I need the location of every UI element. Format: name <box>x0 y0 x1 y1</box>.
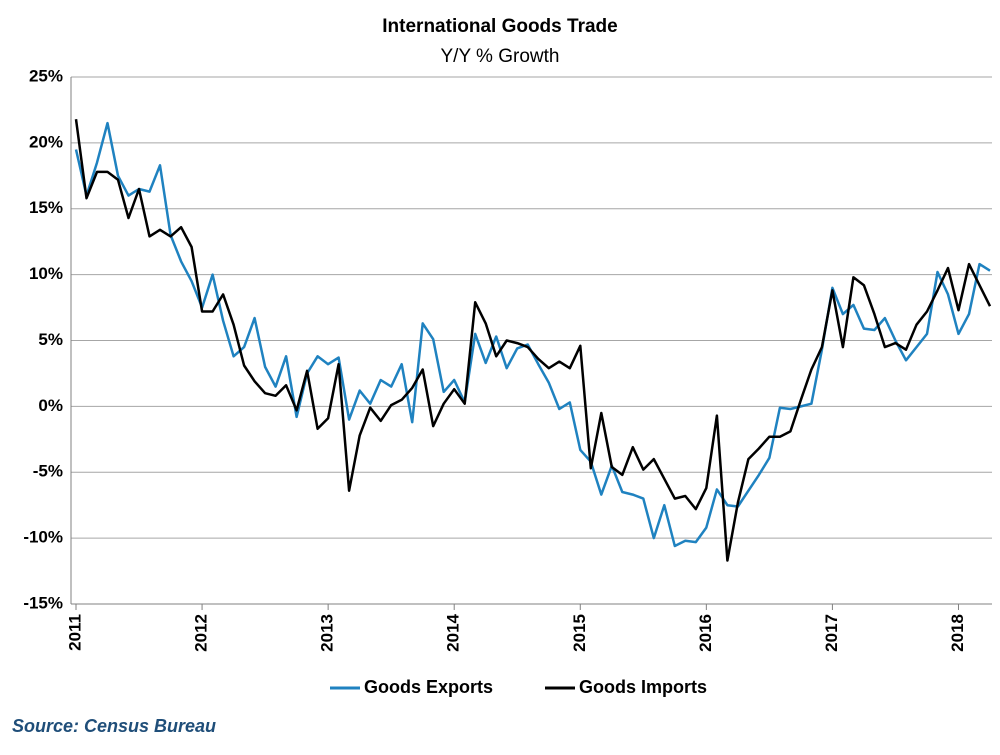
y-tick-label: 20% <box>29 132 63 151</box>
x-tick-label: 2018 <box>948 614 967 652</box>
source-note: Source: Census Bureau <box>12 716 216 736</box>
x-tick-label: 2015 <box>570 614 589 652</box>
y-tick-label: 15% <box>29 198 63 217</box>
y-tick-label: 10% <box>29 264 63 283</box>
x-tick-label: 2017 <box>822 614 841 652</box>
chart-subtitle: Y/Y % Growth <box>441 46 560 67</box>
x-tick-label: 2012 <box>192 614 211 652</box>
legend-label: Goods Imports <box>579 677 707 697</box>
y-tick-label: 25% <box>29 66 63 85</box>
x-tick-label: 2013 <box>318 614 337 652</box>
chart-title: International Goods Trade <box>382 16 617 37</box>
series-line <box>74 119 992 562</box>
y-tick-label: -10% <box>23 528 63 547</box>
y-tick-label: -15% <box>23 593 63 612</box>
legend-label: Goods Exports <box>364 677 493 697</box>
y-tick-label: -5% <box>33 462 63 481</box>
y-tick-label: 5% <box>38 330 63 349</box>
y-tick-label: 0% <box>38 396 63 415</box>
x-tick-label: 2014 <box>444 613 463 651</box>
x-tick-label: 2016 <box>696 614 715 652</box>
series-line <box>74 121 991 548</box>
x-tick-label: 2011 <box>65 614 84 651</box>
